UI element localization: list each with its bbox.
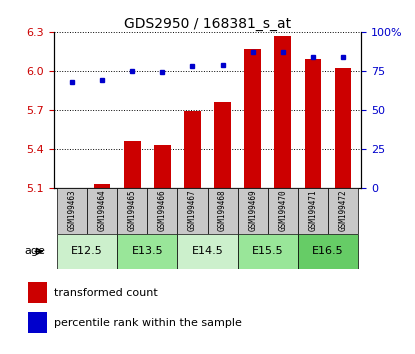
Bar — [335, 68, 351, 188]
Bar — [117, 234, 177, 269]
Bar — [57, 188, 87, 234]
Text: GSM199466: GSM199466 — [158, 190, 167, 232]
Bar — [238, 234, 298, 269]
Text: GSM199463: GSM199463 — [68, 190, 76, 232]
Text: E15.5: E15.5 — [252, 246, 283, 256]
Bar — [184, 111, 201, 188]
Text: GSM199469: GSM199469 — [248, 190, 257, 232]
Text: GSM199464: GSM199464 — [98, 190, 107, 232]
Text: E14.5: E14.5 — [192, 246, 223, 256]
Bar — [28, 282, 47, 303]
Bar — [94, 184, 110, 188]
Text: GSM199472: GSM199472 — [339, 190, 347, 232]
Text: age: age — [25, 246, 46, 256]
Bar — [124, 141, 141, 188]
Text: GSM199467: GSM199467 — [188, 190, 197, 232]
Bar — [305, 59, 321, 188]
Bar — [147, 188, 177, 234]
Text: E13.5: E13.5 — [132, 246, 163, 256]
Bar — [328, 188, 358, 234]
Text: percentile rank within the sample: percentile rank within the sample — [54, 318, 242, 328]
Bar — [177, 188, 208, 234]
Text: GSM199465: GSM199465 — [128, 190, 137, 232]
Text: GSM199468: GSM199468 — [218, 190, 227, 232]
Bar — [268, 188, 298, 234]
Bar — [117, 188, 147, 234]
Bar — [298, 188, 328, 234]
Text: transformed count: transformed count — [54, 288, 158, 298]
Bar — [154, 145, 171, 188]
Bar — [238, 188, 268, 234]
Bar — [177, 234, 238, 269]
Text: GSM199470: GSM199470 — [278, 190, 287, 232]
Bar — [208, 188, 238, 234]
Text: E12.5: E12.5 — [71, 246, 103, 256]
Bar — [57, 234, 117, 269]
Bar — [214, 102, 231, 188]
Bar — [298, 234, 358, 269]
Bar — [244, 49, 261, 188]
Bar — [28, 312, 47, 333]
Bar — [87, 188, 117, 234]
Text: E16.5: E16.5 — [312, 246, 344, 256]
Title: GDS2950 / 168381_s_at: GDS2950 / 168381_s_at — [124, 17, 291, 31]
Bar — [274, 36, 291, 188]
Text: GSM199471: GSM199471 — [308, 190, 317, 232]
